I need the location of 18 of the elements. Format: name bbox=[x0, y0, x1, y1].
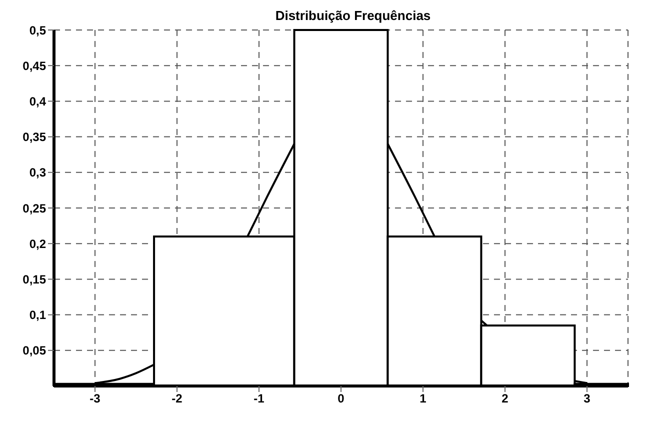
x-tick-label: 2 bbox=[502, 392, 509, 406]
y-tick-label: 0,2 bbox=[29, 236, 46, 251]
y-tick-label: 0,5 bbox=[29, 23, 46, 38]
y-tick-label: 0,3 bbox=[29, 166, 46, 180]
x-tick-label: 1 bbox=[420, 392, 427, 406]
y-tick-label: 0,35 bbox=[22, 130, 46, 144]
x-tick-label: -2 bbox=[172, 392, 183, 406]
y-tick-label: 0,45 bbox=[22, 58, 46, 73]
x-tick-label: 3 bbox=[584, 392, 591, 406]
y-tick-label: 0,15 bbox=[22, 272, 46, 286]
y-tick-label: 0,1 bbox=[29, 308, 46, 322]
x-tick-label: -1 bbox=[254, 392, 265, 406]
y-tick-label: 0,4 bbox=[29, 94, 46, 108]
y-tick-label: 0,25 bbox=[22, 201, 46, 216]
y-tick-label: 0,05 bbox=[22, 344, 46, 358]
x-tick-label: -3 bbox=[90, 392, 101, 406]
chart-title: Distribuição Frequências bbox=[275, 8, 431, 23]
x-tick-label: 0 bbox=[338, 392, 345, 406]
